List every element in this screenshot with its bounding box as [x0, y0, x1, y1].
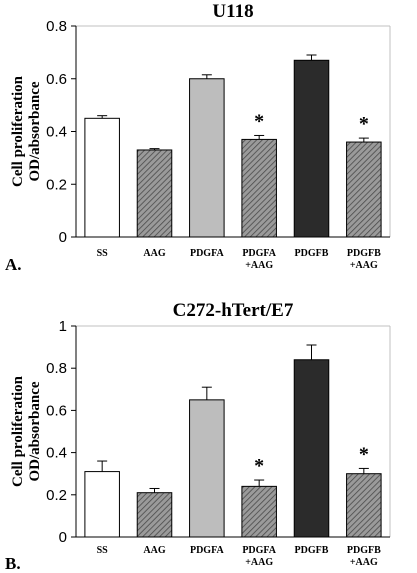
category-label-line: +AAG [245, 557, 273, 568]
category-label: PDGFA [190, 545, 224, 556]
panel-label: B. [5, 554, 21, 573]
y-tick-label: 0 [59, 529, 67, 546]
y-tick-label: 0.2 [46, 176, 67, 193]
y-tick-label: 0.8 [46, 360, 67, 377]
chart-2: C272-hTert/E7 0 0.2 0.4 0.6 0.8 1 Cell prolifer… [5, 300, 391, 573]
category-label: PDGFA [190, 248, 224, 259]
category-label: PDGFB +AAG [347, 248, 381, 271]
significance-star: * [359, 443, 369, 465]
category-label-line: AAG [143, 545, 165, 556]
bar [84, 471, 120, 538]
category-label-line: PDGFB [347, 248, 381, 259]
category-label-line: PDGFB [295, 248, 329, 259]
y-tick-label: 1 [59, 318, 67, 335]
category-label: SS [97, 248, 109, 259]
bar [241, 485, 277, 538]
significance-star: * [254, 110, 264, 132]
bar [189, 399, 225, 538]
category-label: SS [97, 545, 109, 556]
y-tick-label: 0.4 [46, 124, 67, 141]
y-tick-label: 0.8 [46, 18, 67, 35]
category-label-line: PDGFA [242, 248, 276, 259]
y-tick-label: 0.2 [46, 487, 67, 504]
bar [136, 149, 173, 238]
category-label-line: AAG [143, 248, 165, 259]
category-label-line: +AAG [350, 557, 378, 568]
y-tick-label: 0.4 [46, 445, 67, 462]
y-tick-label: 0 [59, 229, 67, 246]
category-label: PDGFB +AAG [347, 545, 381, 568]
bar [241, 138, 277, 238]
category-label: PDGFB [295, 545, 329, 556]
category-label-line: +AAG [350, 260, 378, 271]
bar [136, 492, 173, 538]
y-axis-label: Cell proliferation [10, 75, 26, 187]
category-label-line: PDGFA [190, 248, 224, 259]
y-tick-label: 0.6 [46, 402, 67, 419]
significance-star: * [359, 113, 369, 135]
category-label-line: SS [97, 248, 109, 259]
category-label-line: PDGFA [242, 545, 276, 556]
panel-label: A. [5, 255, 22, 274]
y-axis-label: Cell proliferation [10, 375, 26, 487]
category-label: AAG [143, 248, 165, 259]
category-label-line: +AAG [245, 260, 273, 271]
category-label: AAG [143, 545, 165, 556]
category-label-line: PDGFB [347, 545, 381, 556]
significance-star: * [254, 455, 264, 477]
category-label: PDGFB [295, 248, 329, 259]
bar [293, 359, 330, 538]
bar [346, 141, 382, 238]
y-tick-label: 0.6 [46, 71, 67, 88]
chart-title: C272-hTert/E7 [173, 300, 294, 321]
category-label: PDGFA +AAG [242, 248, 276, 271]
category-label: PDGFA +AAG [242, 545, 276, 568]
bar [189, 78, 225, 238]
y-axis-label: OD/absorbance [27, 81, 43, 181]
category-label-line: PDGFA [190, 545, 224, 556]
chart-title: U118 [212, 1, 253, 22]
category-label-line: SS [97, 545, 109, 556]
bar [84, 117, 120, 238]
chart-1: U118 0 0.2 0.4 0.6 0.8 Cell proliferation OD/ab… [5, 1, 391, 274]
category-label-line: PDGFB [295, 545, 329, 556]
bar [293, 59, 330, 238]
y-axis-label: OD/absorbance [27, 381, 43, 481]
bar [346, 473, 382, 538]
